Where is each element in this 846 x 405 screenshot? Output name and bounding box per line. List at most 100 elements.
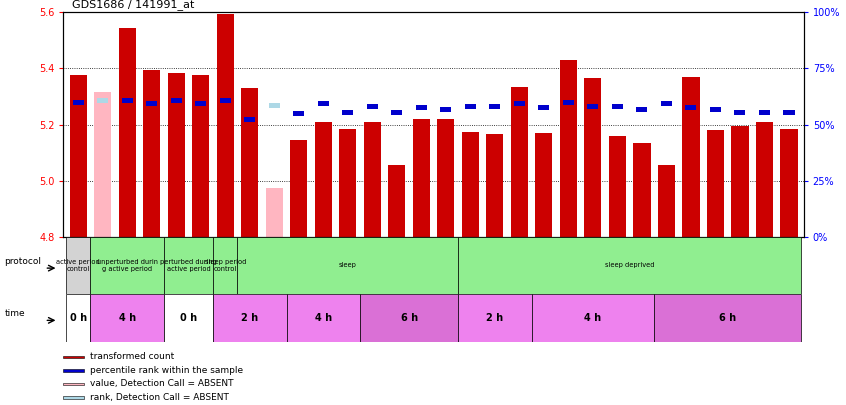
- Bar: [585, 78, 602, 237]
- Bar: [192, 75, 209, 237]
- Bar: [220, 98, 231, 103]
- Bar: [392, 110, 403, 115]
- Bar: [734, 110, 745, 115]
- Text: sleep period
control: sleep period control: [205, 259, 246, 272]
- Bar: [780, 129, 798, 237]
- Text: sleep: sleep: [339, 262, 357, 268]
- Text: 0 h: 0 h: [180, 313, 197, 323]
- Bar: [486, 134, 503, 237]
- Bar: [69, 75, 87, 237]
- Bar: [388, 165, 405, 237]
- Text: protocol: protocol: [4, 257, 41, 266]
- Bar: [63, 396, 85, 399]
- Bar: [654, 294, 801, 342]
- Bar: [318, 101, 329, 106]
- Bar: [287, 294, 360, 342]
- Bar: [168, 72, 184, 237]
- Text: sleep deprived: sleep deprived: [605, 262, 655, 268]
- Text: 4 h: 4 h: [585, 313, 602, 323]
- Text: value, Detection Call = ABSENT: value, Detection Call = ABSENT: [90, 379, 233, 388]
- Bar: [462, 132, 479, 237]
- Bar: [294, 111, 305, 116]
- Bar: [560, 60, 577, 237]
- Bar: [415, 105, 427, 111]
- Text: 6 h: 6 h: [719, 313, 736, 323]
- Bar: [636, 107, 647, 112]
- Bar: [609, 136, 626, 237]
- Bar: [710, 107, 721, 112]
- Bar: [244, 117, 255, 122]
- Bar: [266, 188, 283, 237]
- Bar: [171, 98, 182, 103]
- Bar: [536, 133, 552, 237]
- Bar: [143, 70, 160, 237]
- Bar: [458, 237, 801, 294]
- Bar: [241, 88, 258, 237]
- Bar: [164, 294, 213, 342]
- Bar: [66, 294, 91, 342]
- Bar: [587, 104, 598, 109]
- Bar: [195, 101, 206, 106]
- Bar: [612, 104, 623, 109]
- Bar: [514, 101, 525, 106]
- Bar: [413, 119, 430, 237]
- Bar: [511, 87, 528, 237]
- Text: transformed count: transformed count: [90, 352, 174, 361]
- Bar: [94, 92, 111, 237]
- Text: GDS1686 / 141991_at: GDS1686 / 141991_at: [72, 0, 195, 10]
- Bar: [756, 122, 773, 237]
- Bar: [360, 294, 458, 342]
- Bar: [339, 129, 356, 237]
- Text: 2 h: 2 h: [486, 313, 503, 323]
- Bar: [217, 13, 233, 237]
- Bar: [489, 104, 500, 109]
- Bar: [707, 130, 724, 237]
- Text: time: time: [4, 309, 25, 318]
- Bar: [683, 77, 700, 237]
- Bar: [759, 110, 770, 115]
- Text: 0 h: 0 h: [69, 313, 87, 323]
- Text: unperturbed durin
g active period: unperturbed durin g active period: [96, 259, 157, 272]
- Bar: [91, 294, 164, 342]
- Bar: [290, 140, 307, 237]
- Text: 4 h: 4 h: [118, 313, 135, 323]
- Bar: [63, 369, 85, 372]
- Bar: [367, 104, 378, 109]
- Text: active period
control: active period control: [57, 259, 100, 272]
- Bar: [63, 356, 85, 358]
- Bar: [732, 126, 749, 237]
- Bar: [658, 165, 675, 237]
- Bar: [458, 294, 531, 342]
- Bar: [783, 110, 794, 115]
- Text: 2 h: 2 h: [241, 313, 258, 323]
- Bar: [437, 119, 454, 237]
- Text: percentile rank within the sample: percentile rank within the sample: [90, 366, 243, 375]
- Bar: [634, 143, 651, 237]
- Bar: [238, 237, 458, 294]
- Bar: [563, 100, 574, 105]
- Bar: [213, 294, 287, 342]
- Bar: [146, 101, 157, 106]
- Bar: [66, 237, 91, 294]
- Bar: [343, 110, 354, 115]
- Bar: [661, 101, 672, 106]
- Bar: [269, 102, 280, 108]
- Bar: [97, 98, 108, 103]
- Bar: [364, 122, 381, 237]
- Bar: [440, 107, 452, 112]
- Bar: [63, 383, 85, 385]
- Text: 6 h: 6 h: [400, 313, 418, 323]
- Bar: [213, 237, 238, 294]
- Bar: [538, 105, 549, 111]
- Text: rank, Detection Call = ABSENT: rank, Detection Call = ABSENT: [90, 393, 229, 402]
- Bar: [91, 237, 164, 294]
- Bar: [315, 122, 332, 237]
- Bar: [118, 28, 135, 237]
- Bar: [531, 294, 654, 342]
- Bar: [685, 105, 696, 111]
- Bar: [464, 104, 475, 109]
- Bar: [164, 237, 213, 294]
- Bar: [122, 98, 133, 103]
- Text: perturbed during
active period: perturbed during active period: [160, 259, 217, 272]
- Bar: [73, 100, 84, 105]
